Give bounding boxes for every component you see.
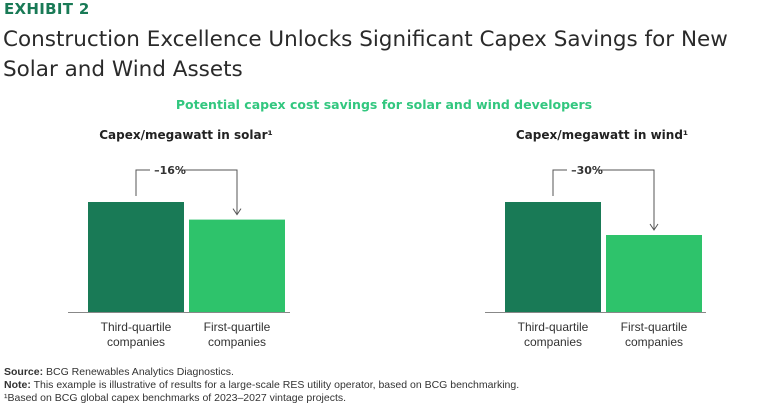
wind-bar-first-quartile	[606, 235, 702, 312]
solar-bar-first-quartile	[189, 219, 285, 312]
wind-category-label: First-quartile	[621, 320, 688, 334]
solar-delta-arrowhead	[232, 208, 242, 216]
wind-chart-title: Capex/megawatt in wind¹	[515, 128, 689, 142]
solar-category-label: companies	[107, 335, 165, 349]
source-label: Source:	[4, 366, 44, 378]
solar-delta-bracket-right	[179, 169, 238, 214]
footnote: ¹Based on BCG global capex benchmarks of…	[4, 392, 347, 404]
wind-category-label: Third-quartile	[518, 320, 589, 334]
notes-block: Source: BCG Renewables Analytics Diagnos…	[4, 366, 764, 405]
headline: Construction Excellence Unlocks Signific…	[3, 27, 728, 82]
solar-category-label: First-quartile	[204, 320, 271, 334]
note-label: Note:	[4, 379, 31, 391]
solar-category-label: companies	[208, 335, 266, 349]
solar-category-label: Third-quartile	[101, 320, 172, 334]
wind-delta-arrowhead	[649, 223, 659, 231]
wind-category-label: companies	[625, 335, 683, 349]
wind-bar-third-quartile	[505, 202, 601, 312]
solar-delta-label: –16%	[154, 164, 186, 177]
source-text: BCG Renewables Analytics Diagnostics.	[46, 366, 234, 378]
solar-bar-third-quartile	[88, 202, 184, 312]
wind-delta-bracket-left	[552, 169, 567, 196]
solar-delta-bracket-left	[135, 169, 150, 196]
wind-delta-bracket-right	[596, 169, 655, 229]
exhibit-label: EXHIBIT 2	[4, 0, 90, 18]
chart-subtitle: Potential capex cost savings for solar a…	[175, 97, 593, 112]
wind-category-label: companies	[524, 335, 582, 349]
solar-chart-title: Capex/megawatt in solar¹	[99, 128, 273, 142]
note-line: Note: This example is illustrative of re…	[4, 379, 764, 392]
note-text: This example is illustrative of results …	[33, 379, 520, 391]
wind-delta-label: –30%	[571, 164, 603, 177]
source-line: Source: BCG Renewables Analytics Diagnos…	[4, 366, 764, 379]
